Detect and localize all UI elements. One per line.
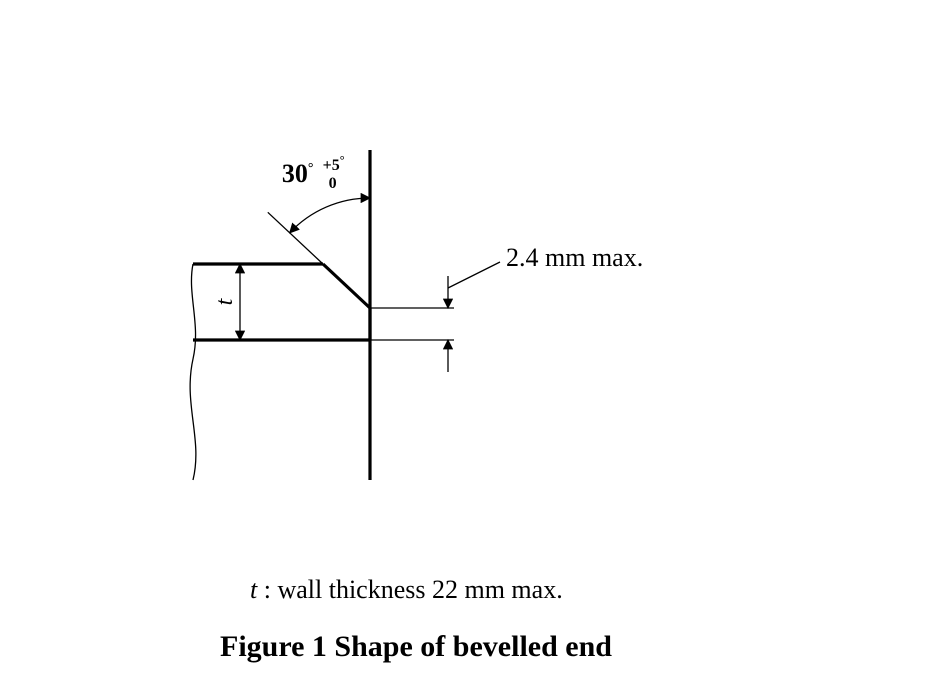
angle-extension <box>268 212 323 264</box>
break-line <box>190 264 196 480</box>
angle-arc <box>290 198 370 233</box>
outline-bevel <box>323 264 370 308</box>
figure-title: Figure 1 Shape of bevelled end <box>220 630 612 664</box>
dim-t-label: t <box>212 297 238 305</box>
legend-text: : wall thickness 22 mm max. <box>257 575 562 604</box>
root-leader <box>448 262 500 288</box>
root-face-label: 2.4 mm max. <box>506 243 643 272</box>
angle-label: 30° +5° 0 <box>282 153 345 192</box>
